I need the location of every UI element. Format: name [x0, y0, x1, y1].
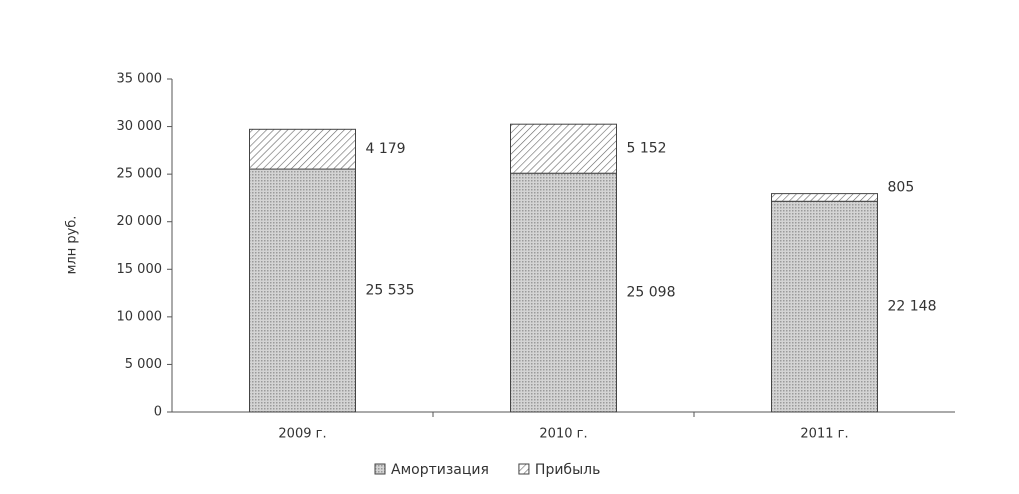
- x-tick-label: 2009 г.: [278, 427, 326, 442]
- y-tick-label: 30 000: [117, 119, 163, 134]
- data-label: 25 535: [366, 283, 415, 299]
- bar-segment: [249, 168, 356, 413]
- data-label: 5 152: [627, 141, 667, 157]
- x-tick-label: 2010 г.: [539, 427, 587, 442]
- bar-segment: [771, 193, 878, 202]
- y-tick-label: 25 000: [117, 167, 163, 182]
- x-tick-label: 2011 г.: [800, 427, 848, 442]
- bar-segment: [510, 172, 617, 413]
- data-label: 4 179: [366, 141, 406, 157]
- legend-label: Прибыль: [535, 462, 600, 478]
- data-label: 805: [888, 180, 915, 196]
- bar-segment: [771, 200, 878, 413]
- y-tick-label: 10 000: [117, 309, 163, 324]
- y-axis-label: млн руб.: [65, 216, 80, 275]
- bar-segment: [249, 128, 356, 170]
- legend-label: Амортизация: [391, 462, 489, 478]
- y-tick-label: 0: [154, 405, 162, 420]
- legend-swatch: [518, 463, 530, 475]
- y-tick-label: 35 000: [117, 72, 163, 87]
- legend-swatch: [374, 463, 386, 475]
- data-label: 25 098: [627, 285, 676, 301]
- bar-segment: [510, 123, 617, 174]
- y-tick-label: 20 000: [117, 214, 163, 229]
- y-tick-label: 15 000: [117, 262, 163, 277]
- y-tick-label: 5 000: [125, 357, 162, 372]
- data-label: 22 148: [888, 299, 937, 315]
